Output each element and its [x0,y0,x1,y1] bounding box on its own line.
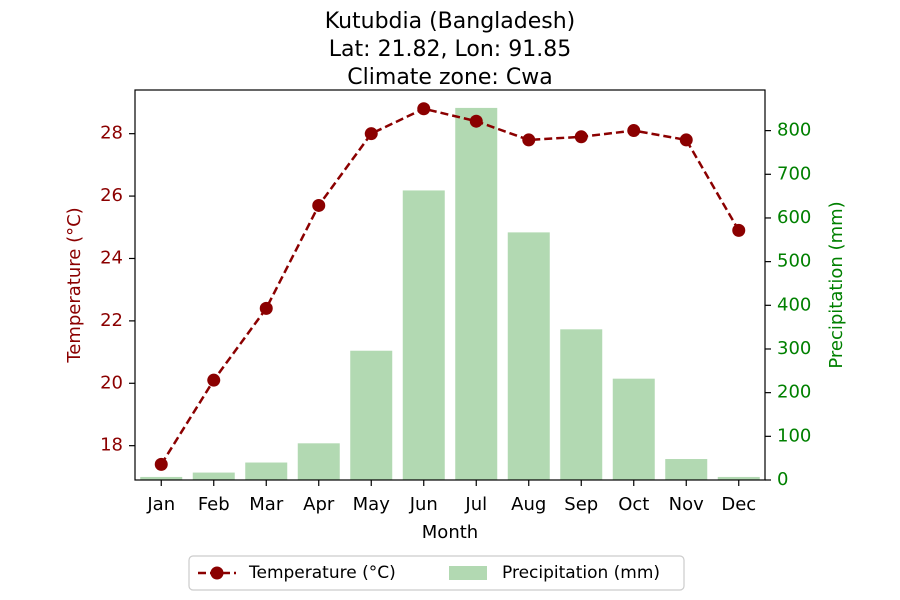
right-tick-label: 600 [777,207,811,228]
x-tick-label: Jan [146,494,175,515]
precipitation-bar [245,462,288,480]
legend-precipitation-label: Precipitation (mm) [502,563,660,583]
precipitation-bar [507,232,550,480]
temperature-point [312,198,326,212]
right-y-axis-label: Precipitation (mm) [826,201,847,368]
precipitation-bar [140,476,183,480]
temperature-point [522,133,536,147]
left-y-axis-label: Temperature (°C) [64,207,85,363]
temperature-point [679,133,693,147]
temperature-point [207,373,221,387]
right-tick-label: 800 [777,120,811,141]
temperature-line [154,102,746,471]
left-tick-label: 20 [100,372,123,393]
title-line: Lat: 21.82, Lon: 91.85 [329,37,571,62]
left-tick-label: 18 [100,435,123,456]
precipitation-bar [350,350,393,480]
left-tick-label: 26 [100,185,123,206]
left-tick-label: 24 [100,247,123,268]
x-tick-label: Aug [511,494,546,515]
x-tick-label: Jul [464,494,487,515]
x-tick-label: Feb [198,494,230,515]
x-tick-label: Mar [249,494,284,515]
chart-title: Kutubdia (Bangladesh) Lat: 21.82, Lon: 91… [325,9,576,90]
right-tick-label: 100 [777,425,811,446]
legend: Temperature (°C) Precipitation (mm) [188,555,685,591]
x-axis-label: Month [422,522,478,543]
x-tick-label: Dec [721,494,756,515]
precipitation-bars [140,107,760,480]
temperature-point [732,223,746,237]
legend-temperature-label: Temperature (°C) [248,563,396,583]
right-tick-label: 200 [777,382,811,403]
legend-box [188,555,685,591]
title-line: Climate zone: Cwa [347,65,552,90]
legend-precipitation-swatch [449,566,487,580]
right-tick-label: 700 [777,163,811,184]
temperature-point [627,124,641,138]
precipitation-bar [192,472,235,480]
x-tick-label: Apr [303,494,335,515]
x-axis: Jan Feb Mar Apr May Jun Jul Aug Sep Oct Nov Dec [146,480,756,515]
temperature-point [259,301,273,315]
temperature-point [469,114,483,128]
x-tick-label: Sep [564,494,598,515]
right-tick-label: 500 [777,251,811,272]
precipitation-bar [665,459,708,480]
x-tick-label: Oct [618,494,649,515]
right-y-axis: 0 100 200 300 400 500 600 700 800 [765,120,811,490]
temperature-point [574,130,588,144]
temperature-series-line [160,107,740,466]
precipitation-bar [455,107,498,480]
precipitation-bar [612,378,655,480]
precipitation-bar [717,476,760,480]
temperature-point [154,457,168,471]
right-tick-label: 400 [777,294,811,315]
left-tick-label: 22 [100,310,123,331]
x-tick-label: May [353,494,391,515]
precipitation-bar [560,329,603,480]
plot-frame [134,89,766,481]
left-tick-label: 28 [100,123,123,144]
precipitation-bar [402,190,445,480]
right-tick-label: 0 [777,469,788,490]
legend-temperature-marker [210,566,224,580]
temperature-point [417,102,431,116]
left-y-axis: 18 20 22 24 26 28 [100,123,135,456]
temperature-point [364,127,378,141]
right-tick-label: 300 [777,338,811,359]
x-tick-label: Jun [409,494,438,515]
precipitation-bar [297,443,340,480]
title-line: Kutubdia (Bangladesh) [325,9,576,34]
x-tick-label: Nov [669,494,704,515]
